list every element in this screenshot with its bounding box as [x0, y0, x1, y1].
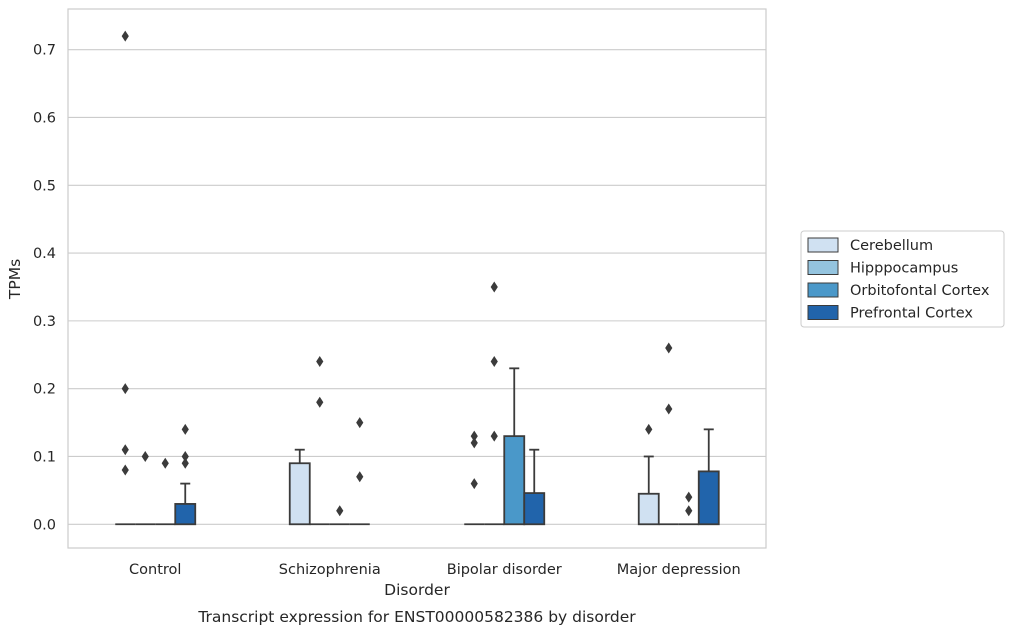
- outlier-point: [121, 383, 129, 395]
- y-tick-label: 0.6: [33, 110, 56, 126]
- y-tick-label: 0.4: [33, 246, 56, 262]
- outlier-point: [645, 423, 653, 435]
- y-tick-label: 0.0: [33, 517, 56, 533]
- x-tick-label: Control: [129, 562, 181, 578]
- outlier-point: [470, 478, 478, 490]
- y-tick-label: 0.3: [33, 314, 56, 330]
- x-tick-label: Schizophrenia: [279, 562, 381, 578]
- bar: [174, 503, 197, 526]
- outlier-point: [665, 342, 673, 354]
- outlier-point: [685, 491, 693, 503]
- bar: [503, 435, 526, 526]
- y-tick-label: 0.7: [33, 43, 56, 59]
- bar: [523, 492, 546, 526]
- x-axis-title: Disorder: [384, 581, 450, 599]
- y-tick-label: 0.5: [33, 178, 56, 194]
- x-tick-labels: Control Schizophrenia Bipolar disorder Majo…: [129, 562, 741, 578]
- legend: Cerebellum Hipppocampus Orbitofontal Corte…: [800, 230, 1005, 328]
- outlier-point: [121, 30, 129, 42]
- plot-frame: [67, 8, 767, 549]
- y-tick-label: 0.1: [33, 449, 56, 465]
- outlier-point: [141, 450, 149, 462]
- outlier-point: [356, 471, 364, 483]
- legend-label: Orbitofontal Cortex: [850, 283, 990, 299]
- x-tick-label: Major depression: [617, 562, 741, 578]
- outlier-point: [336, 505, 344, 517]
- outlier-point: [181, 457, 189, 469]
- outlier-point: [490, 356, 498, 368]
- legend-label: Cerebellum: [850, 238, 933, 254]
- legend-swatch: [807, 260, 839, 275]
- outlier-point: [490, 430, 498, 442]
- outlier-point: [121, 464, 129, 476]
- legend-swatch: [807, 237, 839, 253]
- outlier-point: [181, 423, 189, 435]
- gridlines: [68, 49, 766, 525]
- outlier-point: [470, 437, 478, 449]
- bar: [288, 462, 311, 526]
- outlier-point: [665, 403, 673, 415]
- legend-label: Hipppocampus: [850, 261, 958, 277]
- legend-swatch: [807, 282, 839, 298]
- y-tick-labels: 0.0 0.1 0.2 0.3 0.4 0.5 0.6 0.7: [33, 43, 56, 534]
- outlier-point: [121, 444, 129, 456]
- legend-label: Prefrontal Cortex: [850, 306, 973, 322]
- bar: [637, 492, 660, 526]
- chart-title: Transcript expression for ENST0000058238…: [197, 608, 636, 626]
- outlier-point: [181, 450, 189, 462]
- chart-marks: [115, 30, 720, 526]
- outlier-point: [470, 430, 478, 442]
- outlier-point: [356, 417, 364, 429]
- legend-frame: [800, 230, 1005, 328]
- y-tick-label: 0.2: [33, 382, 56, 398]
- outlier-point: [316, 356, 324, 368]
- outlier-point: [161, 457, 169, 469]
- outlier-point: [490, 281, 498, 293]
- outlier-point: [685, 505, 693, 517]
- bar: [697, 470, 720, 526]
- legend-swatch: [807, 305, 839, 320]
- x-tick-label: Bipolar disorder: [447, 562, 562, 578]
- outlier-point: [316, 396, 324, 408]
- y-axis-title: TPMs: [6, 259, 24, 300]
